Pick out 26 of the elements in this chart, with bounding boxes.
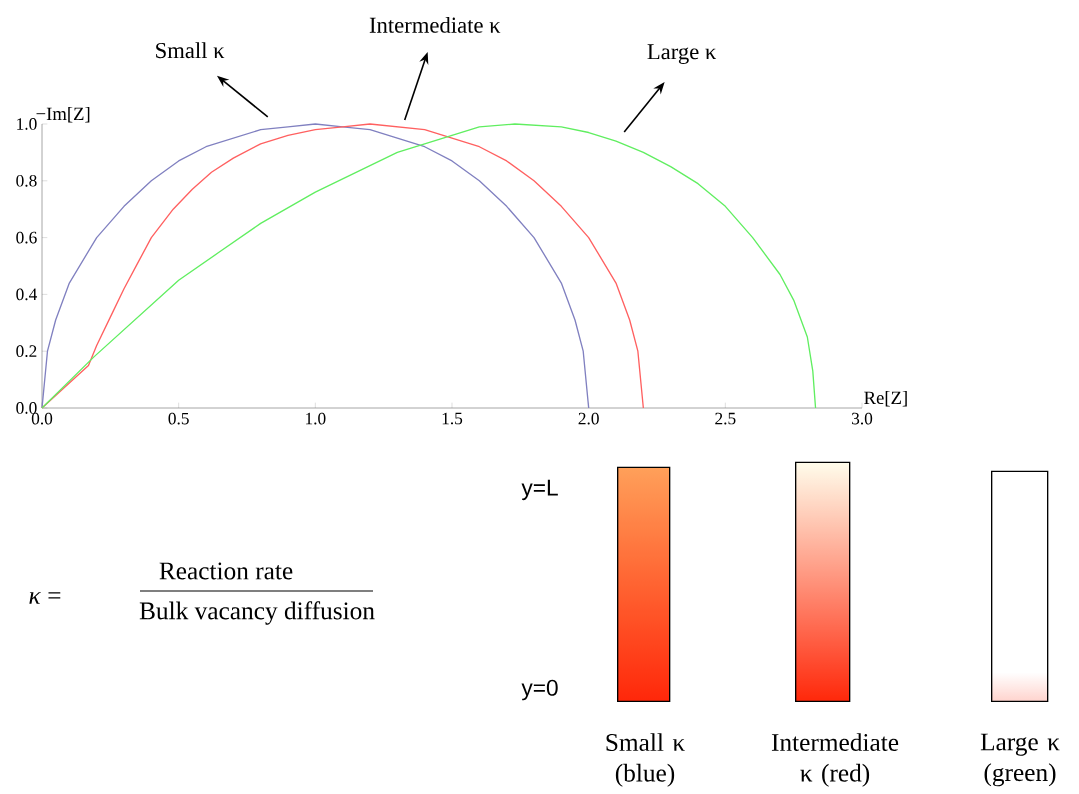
x-tick-label: 0.0 [31, 412, 53, 425]
text: Bulk vacancy diffusion [139, 601, 375, 625]
text: Small κ [156, 42, 225, 59]
text: y=0 [521, 679, 558, 701]
text: κ = [29, 592, 61, 604]
y-tick-label: 0.8 [16, 174, 37, 187]
text: Large κ [647, 44, 717, 64]
x-axis-title: Re[Z] [864, 390, 907, 407]
y-axis-title: −Im[Z] [36, 106, 90, 123]
y-tick-label: 1.0 [17, 118, 37, 130]
x-tick-label: 0.5 [168, 412, 189, 425]
text: y=L [521, 479, 558, 501]
x-tick-label: 1.0 [306, 412, 326, 425]
text: Intermediate κ (red) [771, 733, 899, 787]
text: Intermediate κ [369, 16, 501, 33]
text: Reaction rate [159, 562, 293, 580]
x-tick-label: 1.5 [442, 412, 463, 425]
x-tick-label: 2.0 [578, 412, 599, 425]
y-tick-label: 0.6 [16, 231, 37, 244]
text: Large κ (green) [980, 733, 1060, 787]
y-tick-label: 0.0 [16, 402, 37, 414]
y-tick-label: 0.4 [16, 288, 38, 301]
y-tick-label: 0.2 [16, 345, 37, 358]
x-tick-label: 3.0 [852, 412, 873, 425]
text: Small κ (blue) [606, 733, 685, 787]
x-tick-label: 2.5 [715, 412, 736, 425]
